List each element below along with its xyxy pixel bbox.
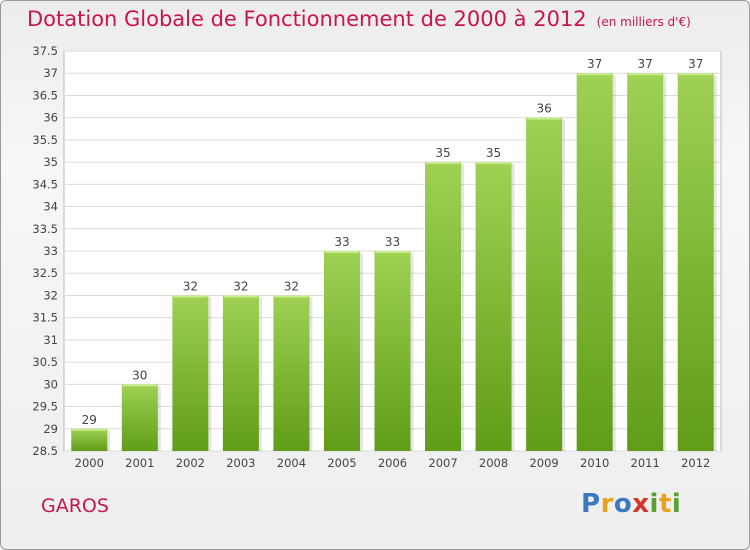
logo-letter: o (613, 489, 633, 519)
y-tick-label: 37 (43, 66, 58, 80)
proxiti-logo: Proxiti (581, 489, 681, 519)
x-tick-label: 2000 (75, 456, 104, 470)
y-tick-label: 37.5 (32, 44, 58, 58)
bar (576, 73, 613, 451)
bar (222, 295, 259, 451)
x-tick-label: 2012 (681, 456, 710, 470)
bar-value-label: 35 (486, 146, 501, 160)
y-tick-label: 36.5 (32, 88, 58, 102)
chart-title-block: Dotation Globale de Fonctionnement de 20… (27, 7, 691, 31)
x-tick-label: 2008 (479, 456, 508, 470)
bar (71, 428, 108, 451)
bar-value-label: 37 (688, 57, 703, 71)
bar (273, 295, 310, 451)
logo-letter: i (671, 489, 682, 519)
chart-unit: (en milliers d'€) (596, 15, 691, 29)
bar-value-label: 36 (536, 102, 551, 116)
logo-letter: t (658, 489, 672, 519)
x-tick-label: 2003 (226, 456, 255, 470)
bar-value-label: 29 (82, 413, 97, 427)
y-tick-label: 31 (43, 333, 58, 347)
bar (425, 162, 462, 451)
bar (627, 73, 664, 451)
bar-value-label: 37 (638, 57, 653, 71)
commune-name: GAROS (41, 495, 109, 517)
x-tick-label: 2007 (428, 456, 457, 470)
x-tick-label: 2005 (327, 456, 356, 470)
x-tick-label: 2001 (125, 456, 154, 470)
bar (121, 384, 158, 451)
logo-letter: i (649, 489, 659, 519)
x-tick-label: 2011 (631, 456, 660, 470)
y-tick-label: 33 (43, 244, 58, 258)
y-tick-label: 29 (43, 422, 58, 436)
y-tick-label: 34.5 (32, 177, 58, 191)
bar-value-label: 33 (334, 235, 349, 249)
y-tick-label: 35 (43, 155, 58, 169)
y-tick-label: 29.5 (32, 400, 58, 414)
bar-value-label: 35 (435, 146, 450, 160)
y-tick-label: 31.5 (32, 311, 58, 325)
y-tick-label: 35.5 (32, 133, 58, 147)
logo-letter: P (581, 489, 601, 519)
bar (374, 251, 411, 451)
y-tick-label: 36 (43, 111, 58, 125)
bar-value-label: 32 (183, 279, 198, 293)
bar-value-label: 32 (233, 279, 248, 293)
bar (677, 73, 714, 451)
bar-value-label: 37 (587, 57, 602, 71)
bar (323, 251, 360, 451)
x-tick-label: 2004 (277, 456, 306, 470)
bar-value-label: 32 (284, 279, 299, 293)
y-tick-label: 32.5 (32, 266, 58, 280)
y-tick-label: 32 (43, 288, 58, 302)
chart-title: Dotation Globale de Fonctionnement de 20… (27, 7, 587, 31)
x-tick-label: 2010 (580, 456, 609, 470)
y-tick-label: 33.5 (32, 222, 58, 236)
bar (526, 117, 563, 452)
y-tick-label: 30.5 (32, 355, 58, 369)
bar-value-label: 30 (132, 368, 147, 382)
bar (475, 162, 512, 451)
x-tick-label: 2006 (378, 456, 407, 470)
logo-letter: r (600, 489, 614, 519)
y-tick-label: 34 (43, 200, 58, 214)
bar (172, 295, 209, 451)
x-tick-label: 2002 (176, 456, 205, 470)
y-tick-label: 30 (43, 377, 58, 391)
y-tick-label: 28.5 (32, 444, 58, 458)
logo-letter: x (632, 489, 650, 519)
x-tick-label: 2009 (529, 456, 558, 470)
bar-value-label: 33 (385, 235, 400, 249)
